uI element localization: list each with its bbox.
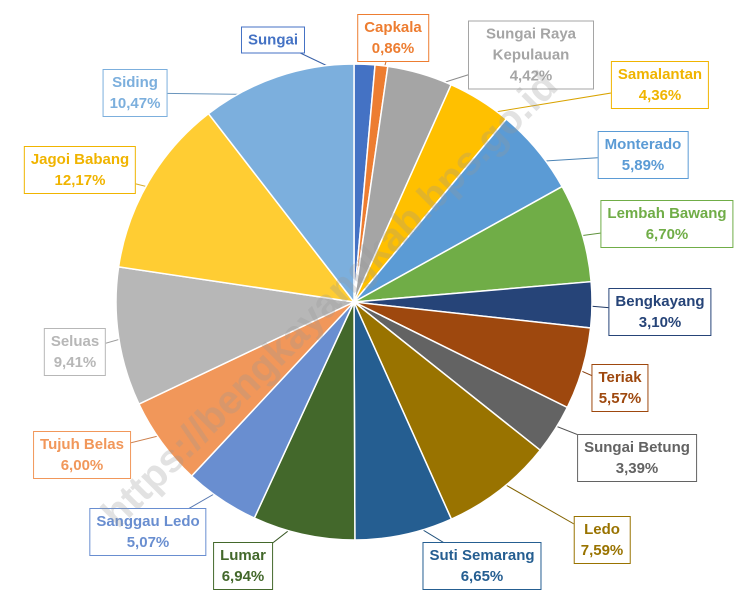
data-label: Lembah Bawang 6,70% bbox=[600, 200, 734, 248]
pie-slice bbox=[117, 112, 356, 304]
pie-slice bbox=[115, 265, 357, 406]
label-name: Seluas bbox=[50, 333, 100, 350]
data-label: Seluas 9,41% bbox=[43, 328, 107, 376]
label-value: 0,86% bbox=[371, 40, 415, 57]
data-label: Monterado 5,89% bbox=[597, 131, 689, 179]
data-label: Siding 10,47% bbox=[102, 69, 168, 117]
label-value: 3,39% bbox=[615, 460, 659, 477]
label-name: Teriak bbox=[598, 369, 642, 386]
label-name: Jagoi Babang bbox=[30, 151, 130, 168]
label-value: 9,41% bbox=[53, 354, 97, 371]
label-value: 10,47% bbox=[109, 95, 161, 112]
label-name: Suti Semarang bbox=[429, 547, 535, 564]
label-name: Lumar bbox=[220, 547, 266, 564]
label-value: 3,10% bbox=[638, 314, 682, 331]
label-value: 12,17% bbox=[54, 172, 106, 189]
data-label: Teriak 5,57% bbox=[591, 364, 649, 412]
data-label: Sungai Raya Kepulauan 4,42% bbox=[468, 20, 594, 90]
label-name: Sungai Betung bbox=[584, 439, 690, 456]
label-name: Sungai Raya Kepulauan bbox=[485, 25, 577, 64]
label-value: 6,70% bbox=[645, 226, 689, 243]
data-label: Sanggau Ledo 5,07% bbox=[89, 508, 207, 556]
label-name: Tujuh Belas bbox=[40, 436, 124, 453]
label-value: 6,94% bbox=[221, 568, 265, 585]
label-name: Capkala bbox=[364, 19, 422, 36]
data-label: Ledo 7,59% bbox=[573, 516, 631, 564]
label-name: Bengkayang bbox=[615, 293, 705, 310]
label-value: 5,57% bbox=[598, 390, 642, 407]
label-name: Samalantan bbox=[617, 66, 703, 83]
label-name: Sanggau Ledo bbox=[96, 513, 200, 530]
label-value: 6,00% bbox=[60, 457, 104, 474]
data-label: Lumar 6,94% bbox=[213, 542, 273, 590]
data-label: Sungai Betung 3,39% bbox=[577, 434, 697, 482]
data-label: Jagoi Babang 12,17% bbox=[23, 146, 137, 194]
label-value: 5,07% bbox=[126, 534, 170, 551]
label-value: 4,42% bbox=[509, 67, 553, 85]
label-value: 7,59% bbox=[580, 542, 624, 559]
label-value: 6,65% bbox=[460, 568, 504, 585]
label-name: Sungai bbox=[247, 31, 299, 49]
label-name: Ledo bbox=[584, 521, 620, 538]
pie-slice bbox=[353, 301, 542, 521]
label-value: 4,36% bbox=[638, 87, 682, 104]
data-label: Suti Semarang 6,65% bbox=[422, 542, 542, 590]
data-label: Bengkayang 3,10% bbox=[608, 288, 712, 336]
data-label: Tujuh Belas 6,00% bbox=[33, 431, 131, 479]
label-name: Siding bbox=[112, 74, 158, 91]
data-label: Capkala 0,86% bbox=[357, 14, 429, 62]
label-name: Monterado bbox=[604, 136, 682, 153]
label-name: Lembah Bawang bbox=[607, 205, 727, 222]
data-label: Samalantan 4,36% bbox=[610, 61, 710, 109]
label-value: 5,89% bbox=[621, 157, 665, 174]
pie-slice bbox=[253, 301, 356, 541]
data-label: Sungai bbox=[240, 26, 306, 54]
pie-slice bbox=[207, 63, 355, 305]
